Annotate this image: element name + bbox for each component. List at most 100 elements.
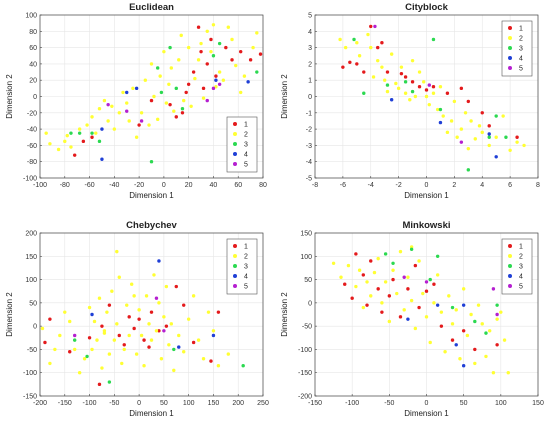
data-point: [205, 98, 209, 103]
data-point: [97, 296, 102, 300]
data-point: [410, 89, 415, 94]
data-point: [77, 371, 82, 375]
data-point: [63, 310, 67, 314]
y-tick-label: -150: [298, 370, 312, 377]
data-point: [144, 294, 149, 298]
data-point: [402, 275, 406, 279]
data-point: [206, 310, 211, 314]
data-point: [97, 382, 102, 387]
data-point: [77, 127, 82, 131]
data-point: [487, 132, 491, 136]
data-point: [191, 70, 196, 74]
data-point: [413, 326, 418, 331]
legend-label: 4: [244, 274, 248, 281]
data-point: [102, 98, 107, 103]
data-point: [499, 310, 503, 314]
data-point: [100, 324, 104, 328]
data-point: [432, 282, 436, 286]
y-tick-label: 4: [308, 29, 312, 36]
data-point: [95, 338, 99, 342]
data-point: [147, 345, 151, 349]
x-tick-label: -100: [345, 400, 359, 407]
legend-marker: [233, 264, 237, 268]
data-point: [431, 91, 436, 95]
data-point: [362, 91, 366, 95]
data-point: [107, 303, 112, 307]
legend-marker: [233, 132, 237, 136]
data-point: [216, 310, 221, 314]
data-point: [177, 333, 181, 338]
data-point: [389, 52, 394, 56]
data-point: [186, 82, 191, 86]
data-point: [422, 80, 426, 84]
data-point: [142, 338, 146, 342]
data-point: [68, 350, 72, 354]
x-tick-label: -20: [134, 182, 144, 189]
chart-title: Chebychev: [126, 220, 177, 231]
data-point: [69, 145, 73, 149]
x-tick-label: 150: [532, 400, 544, 407]
data-point: [72, 338, 77, 342]
data-point: [105, 310, 109, 314]
data-point: [48, 361, 52, 366]
legend-marker: [233, 244, 237, 248]
y-tick-label: -20: [27, 110, 37, 117]
data-point: [362, 70, 366, 74]
data-point: [196, 338, 201, 342]
legend: 1 2 3 4 5: [501, 20, 533, 77]
data-point: [417, 259, 421, 263]
x-tick-label: -8: [312, 182, 318, 189]
legend-marker: [508, 66, 512, 70]
data-point: [469, 119, 473, 123]
data-point: [461, 287, 466, 291]
data-point: [355, 62, 359, 66]
chart-panel-chebychev: -200 -150 -100 -50 0 50 100 150 200 250 -150 -100 -5…: [0, 218, 275, 436]
data-point: [480, 322, 484, 326]
data-point: [191, 340, 196, 345]
x-tick-label: -150: [308, 400, 322, 407]
data-point: [157, 301, 161, 305]
data-point: [48, 142, 52, 146]
data-point: [399, 65, 404, 69]
data-point: [450, 338, 455, 342]
x-axis-label: Dimension 1: [404, 409, 449, 418]
y-tick-label: -50: [27, 347, 37, 354]
data-point: [87, 336, 92, 340]
data-point: [162, 329, 166, 333]
data-point: [424, 289, 429, 293]
data-point: [387, 319, 392, 324]
chart-title: Minkowski: [402, 220, 450, 231]
data-point: [180, 111, 185, 115]
data-point: [476, 303, 481, 307]
data-point: [85, 123, 89, 127]
data-point: [143, 78, 148, 82]
data-point: [205, 29, 209, 33]
data-point: [102, 331, 107, 335]
data-point: [120, 361, 124, 366]
data-point: [179, 33, 183, 38]
data-point: [361, 305, 366, 310]
y-tick-label: 0: [308, 94, 312, 101]
data-point: [122, 347, 126, 352]
y-axis-label: Dimension 2: [280, 74, 289, 119]
data-point: [431, 85, 436, 89]
data-point: [122, 343, 126, 347]
data-point: [125, 109, 129, 113]
x-tick-label: -100: [33, 182, 47, 189]
data-point: [90, 312, 94, 317]
axes-frame: [39, 232, 264, 397]
x-tick-label: -100: [83, 400, 97, 407]
data-point: [466, 168, 471, 172]
legend-label: 1: [244, 244, 248, 251]
data-point: [152, 273, 156, 277]
data-point: [421, 291, 425, 296]
data-point: [447, 294, 451, 298]
data-point: [383, 280, 388, 284]
legend-marker: [508, 254, 512, 258]
data-point: [466, 146, 471, 151]
data-point: [357, 268, 362, 272]
legend-box: [501, 238, 533, 295]
legend-label: 4: [519, 56, 523, 63]
data-point: [211, 329, 216, 333]
legend-marker: [233, 152, 237, 156]
